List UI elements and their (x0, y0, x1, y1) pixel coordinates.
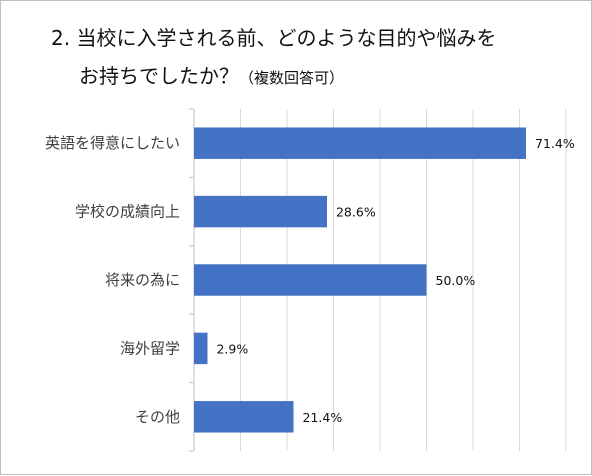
category-label: 将来の為に (105, 271, 180, 289)
data-label: 21.4% (303, 410, 343, 425)
category-label: その他 (135, 408, 180, 426)
data-label: 2.9% (216, 341, 248, 356)
chart-title-line1: 2. 当校に入学される前、どのような目的や悩みを (51, 26, 496, 50)
bar (194, 401, 294, 433)
bar (194, 264, 427, 296)
chart-title-line2: お持ちでしたか？（複数回答可） (79, 64, 344, 88)
data-label: 71.4% (535, 136, 575, 151)
chart-title-main: お持ちでしたか？ (79, 64, 239, 88)
category-label: 英語を得意にしたい (45, 134, 180, 152)
data-label: 50.0% (436, 273, 476, 288)
data-label: 28.6% (336, 205, 376, 220)
bar (194, 127, 527, 159)
category-label: 海外留学 (120, 339, 180, 357)
category-label: 学校の成績向上 (75, 203, 180, 221)
data-labels: 71.4% 28.6% 50.0% 2.9% 21.4% (216, 136, 574, 425)
bar (194, 332, 208, 365)
bars (194, 127, 527, 433)
chart-title-note: （複数回答可） (239, 69, 344, 87)
bar (194, 195, 327, 228)
